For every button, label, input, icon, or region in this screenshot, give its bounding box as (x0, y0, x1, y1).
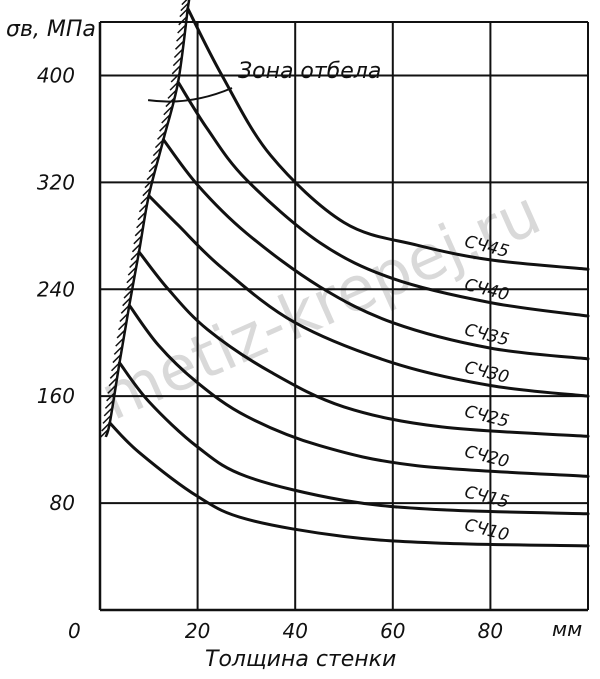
chill-zone-hatch (107, 384, 117, 394)
chill-zone-hatch (106, 392, 116, 402)
series-label-СЧ20: СЧ20 (462, 442, 511, 472)
series-line-СЧ35 (161, 138, 590, 361)
x-tick-label-60: 60 (380, 619, 405, 643)
x-tick-label-20: 20 (185, 619, 210, 643)
chill-zone-hatch (103, 407, 113, 417)
chill-zone-hatch (120, 304, 130, 314)
chill-zone-hatch (181, 0, 188, 6)
series-line-СЧ30 (147, 194, 590, 398)
chill-zone-hatch (154, 139, 164, 149)
chill-zone-hatch (174, 40, 185, 50)
chill-zone-hatch (140, 195, 150, 205)
chill-zone-hatch (159, 122, 169, 132)
chill-zone-hatch (180, 2, 190, 12)
chill-zone-hatch (137, 211, 147, 221)
chill-zone-hatch (163, 106, 173, 116)
series-line-СЧ10 (108, 421, 590, 548)
chill-zone-hatch (109, 369, 119, 379)
chill-zone-hatch (173, 48, 183, 59)
chill-zone-hatch (170, 73, 180, 83)
y-tick-label-400: 400 (37, 63, 75, 87)
y-axis-title: σв, МПа (6, 17, 96, 42)
annotation-zona-otbela: Зона отбела (238, 59, 381, 84)
x-axis-unit: мм (552, 617, 582, 641)
chill-zone-hatch (102, 414, 112, 424)
chill-zone-hatch (144, 179, 154, 189)
chill-zone-hatch (99, 429, 109, 439)
chill-zone-hatch (179, 8, 189, 18)
chill-zone-hatch (148, 163, 158, 173)
series-line-СЧ25 (137, 250, 590, 438)
series-label-СЧ25: СЧ25 (462, 402, 511, 432)
chill-zone-hatch (117, 321, 128, 331)
chill-zone-hatch (112, 354, 122, 364)
x-tick-label-40: 40 (282, 619, 307, 643)
chill-zone-hatch (101, 422, 111, 432)
origin-label: 0 (68, 619, 81, 643)
x-axis-title: Толщина стенки (205, 647, 396, 672)
y-tick-label-320: 320 (37, 170, 75, 194)
chill-zone-hatch (157, 130, 167, 140)
chill-zone-hatch (169, 81, 179, 91)
chill-zone-hatch (167, 89, 177, 99)
chill-zone-hatch (178, 16, 188, 26)
chill-zone-hatch (138, 203, 148, 213)
series-line-СЧ20 (127, 303, 590, 478)
chill-zone-hatch (129, 258, 139, 269)
chill-zone-hatch (113, 345, 123, 355)
chill-zone-hatch (123, 289, 133, 299)
chill-zone-hatch (115, 337, 125, 347)
chill-zone-hatch (119, 312, 129, 323)
chill-zone-hatch (161, 114, 171, 124)
chill-zone-hatch (130, 251, 140, 261)
chill-zone-hatch (150, 155, 160, 165)
annotation-leader-line (147, 87, 233, 103)
series-label-СЧ15: СЧ15 (462, 482, 511, 512)
series-line-СЧ15 (118, 361, 590, 516)
chill-zone-hatch (136, 219, 146, 229)
chill-zone-hatch (127, 266, 137, 276)
chill-zone-hatch (146, 171, 156, 181)
chill-zone-hatch (104, 399, 114, 409)
series-line-СЧ40 (176, 80, 590, 318)
chill-zone-hatch (126, 274, 136, 284)
chill-zone-hatch (176, 32, 186, 42)
series-label-СЧ30: СЧ30 (462, 358, 511, 388)
chill-zone-hatch (171, 65, 181, 75)
chill-zone-hatch (124, 281, 134, 291)
chill-zone-hatch (131, 243, 141, 253)
chill-zone-hatch (110, 362, 121, 372)
y-tick-label-160: 160 (37, 384, 75, 408)
chill-zone-hatch (152, 147, 162, 157)
chill-zone-hatch (142, 187, 152, 197)
chill-zone-hatch (116, 329, 126, 339)
series-label-СЧ10: СЧ10 (462, 515, 511, 545)
chill-zone-hatch (172, 57, 182, 67)
chill-zone-hatch (108, 377, 118, 387)
chill-zone-hatch (134, 227, 144, 237)
chill-zone-hatch (177, 24, 187, 34)
y-tick-label-240: 240 (37, 277, 75, 301)
chill-zone-hatch (122, 297, 132, 307)
y-tick-label-80: 80 (50, 491, 75, 515)
series-line-СЧ45 (186, 7, 590, 271)
x-tick-label-80: 80 (478, 619, 503, 643)
chill-zone-hatch (133, 235, 143, 245)
